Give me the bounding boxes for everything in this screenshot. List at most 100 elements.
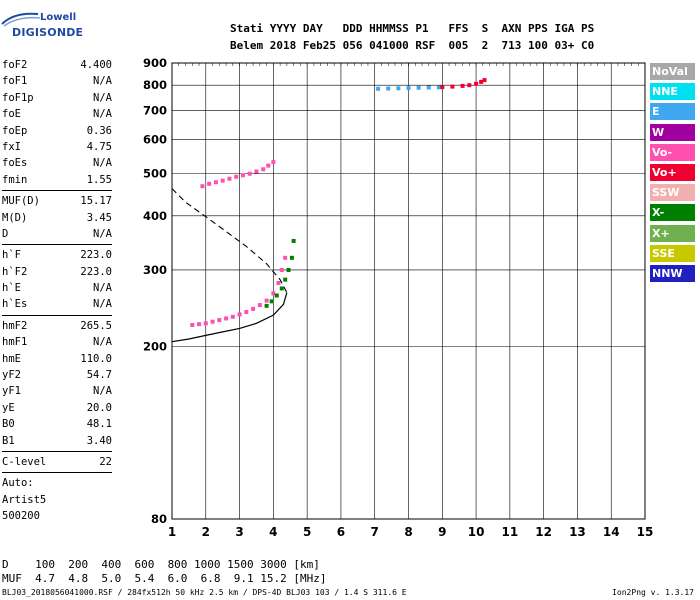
echo-point-vo- [271,291,276,296]
x-tick-label: 7 [371,525,379,539]
legend-item-vo-: Vo+ [650,163,695,181]
echo-point-vo- [197,322,202,327]
software-version: Ion2Png v. 1.3.17 [612,588,694,597]
echo-point-vo- [264,298,269,303]
param-value: N/A [93,227,112,240]
param-row: h`Es N/A [2,296,112,312]
param-value: 110.0 [80,352,112,365]
y-tick-label: 80 [151,512,167,526]
muf-distance-table: D 100 200 400 600 800 1000 1500 3000 [km… [2,558,327,586]
echo-point-vo- [276,280,281,285]
digisonde-logo: Lowell DIGISONDE [0,10,83,50]
x-tick-label: 4 [269,525,277,539]
echo-point-vo- [460,83,465,88]
param-value: 3.45 [86,211,112,224]
y-tick-label: 900 [143,56,167,70]
param-separator [2,190,112,192]
y-tick-label: 300 [143,263,167,277]
x-tick-label: 8 [404,525,412,539]
x-tick-label: 3 [235,525,243,539]
param-row: yF1 N/A [2,383,112,399]
echo-point-vo-echo-2 [261,167,266,172]
param-row: C-level 22 [2,454,112,470]
autoscaling-info: Artist5 [2,493,47,506]
echo-point-vo- [190,323,195,328]
param-name: foEp [2,124,28,137]
echo-point-vo-echo-2 [254,169,259,174]
param-name: yF1 [2,385,21,398]
param-name: fmin [2,173,28,186]
param-separator [2,244,112,246]
header-line-values: Belem 2018 Feb25 056 041000 RSF 005 2 71… [230,39,595,52]
param-name: h`F [2,249,21,262]
param-row: foF1 N/A [2,73,112,89]
echo-point-vo- [203,321,208,326]
x-tick-label: 10 [468,525,485,539]
y-tick-label: 700 [143,103,167,117]
legend-item-x-: X- [650,204,695,222]
param-name: hmF2 [2,319,28,332]
x-tick-label: 13 [569,525,586,539]
echo-point-vo- [237,312,242,317]
echo-point-x- [264,303,269,308]
legend-item-nne: NNE [650,83,695,101]
x-tick-label: 1 [168,525,176,539]
param-value: 20.0 [86,401,112,414]
echo-point-vo- [279,267,284,272]
x-tick-label: 15 [637,525,654,539]
station-header: Stati YYYY DAY DDD HHMMSS P1 FFS S AXN P… [230,20,594,54]
echo-point-x- [289,255,294,260]
x-tick-label: 9 [438,525,446,539]
echo-point-x- [274,293,279,298]
legend-item-e: E [650,103,695,121]
param-separator [2,450,112,452]
param-name: foF1 [2,75,28,88]
param-name: hmF1 [2,336,28,349]
legend-item-ssw: SSW [650,184,695,202]
param-name: M(D) [2,211,28,224]
echo-point-vo- [257,303,262,308]
echo-point-vo- [479,79,484,84]
param-name: h`F2 [2,265,28,278]
param-value: 22 [99,455,112,468]
y-tick-label: 400 [143,209,167,223]
x-tick-label: 11 [502,525,519,539]
param-name: hmE [2,352,21,365]
y-tick-label: 600 [143,132,167,146]
echo-point-vo-echo-2 [213,180,218,185]
echo-point-vo-echo-2 [200,184,205,189]
param-value: 3.40 [86,434,112,447]
file-info-left: BLJ03_2018056041000.RSF / 284fx512h 50 k… [2,588,407,597]
echo-point-vo- [251,306,256,311]
echo-point-vo- [467,83,472,88]
x-tick-label: 12 [535,525,552,539]
autoscaling-info: Auto: [2,477,34,490]
echo-point-x- [286,267,291,272]
param-value: N/A [93,75,112,88]
param-value: N/A [93,298,112,311]
param-name: fxI [2,140,21,153]
y-tick-label: 800 [143,78,167,92]
logo-text-digisonde: DIGISONDE [12,26,84,39]
param-row: foF2 4.400 [2,57,112,73]
file-info-footer: BLJ03_2018056041000.RSF / 284fx512h 50 k… [2,588,698,597]
param-value: N/A [93,108,112,121]
echo-point-e [436,85,441,90]
echo-point-vo- [217,318,222,323]
legend-item-sse: SSE [650,244,695,262]
param-value: N/A [93,282,112,295]
param-value: 223.0 [80,249,112,262]
profile-boundary-dashed [171,188,288,293]
param-value: 4.400 [80,59,112,71]
param-row: yF2 54.7 [2,367,112,383]
legend: NoVal NNE E W Vo- Vo+ SSW X- X+ SSE NNW [650,63,695,285]
param-name: foF1p [2,91,34,104]
legend-item-x-: X+ [650,224,695,242]
param-row: B0 48.1 [2,416,112,432]
param-row: M(D) 3.45 [2,210,112,226]
param-name: B0 [2,418,15,431]
echo-point-e [426,85,431,90]
param-value: N/A [93,91,112,104]
param-row: foEs N/A [2,155,112,171]
echo-point-vo- [450,84,455,89]
